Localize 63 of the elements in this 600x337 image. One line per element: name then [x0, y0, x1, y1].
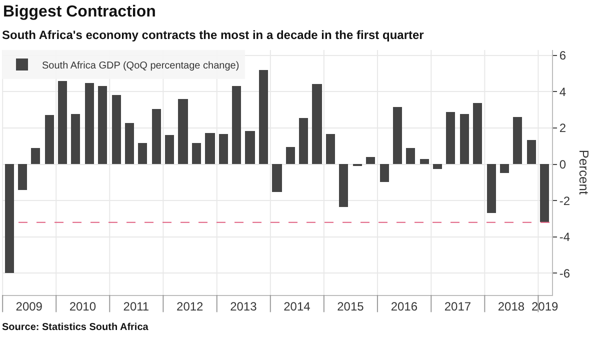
bar — [420, 159, 429, 164]
y-tick-label: 2 — [559, 121, 566, 136]
bar — [513, 117, 522, 164]
y-tick-label: 6 — [559, 48, 566, 63]
bar — [339, 164, 348, 207]
legend-label: South Africa GDP (QoQ percentage change) — [42, 60, 240, 72]
chart-subtitle: South Africa's economy contracts the most in a decade in the first quarter — [2, 28, 424, 42]
bar — [71, 114, 80, 164]
bar — [393, 107, 402, 164]
bar — [138, 143, 147, 164]
bar — [58, 81, 67, 164]
bar — [500, 164, 509, 173]
bar — [446, 112, 455, 164]
bar — [460, 114, 469, 164]
x-tick-label: 2012 — [176, 299, 204, 314]
x-tick-label: 2011 — [123, 299, 150, 314]
bar — [18, 164, 27, 190]
x-tick-label: 2018 — [498, 299, 525, 314]
y-tick-label: -4 — [559, 230, 570, 244]
bar — [272, 164, 282, 192]
bar — [112, 95, 121, 164]
bar — [487, 164, 496, 213]
bar — [540, 164, 549, 222]
bar — [380, 164, 389, 182]
bar — [232, 86, 241, 164]
bar — [205, 133, 215, 164]
bar — [299, 118, 308, 164]
bar — [98, 86, 107, 164]
x-tick-label: 2010 — [69, 299, 96, 314]
bar — [286, 147, 295, 164]
bar — [312, 84, 322, 164]
bar — [125, 123, 134, 164]
bar — [152, 109, 161, 164]
bar — [85, 83, 94, 164]
y-tick-label: 4 — [559, 84, 566, 99]
bar — [433, 164, 442, 169]
y-tick-label: 0 — [559, 158, 566, 172]
bar — [45, 115, 54, 164]
source-note: Source: Statistics South Africa — [2, 322, 149, 333]
bar — [178, 99, 188, 164]
bar — [527, 140, 536, 164]
x-tick-label: 2009 — [16, 299, 43, 314]
bar — [165, 135, 174, 164]
y-axis-title: Percent — [576, 150, 592, 195]
x-tick-label: 2019 — [531, 299, 558, 314]
bar — [473, 103, 482, 164]
bar — [245, 131, 255, 164]
bar — [5, 164, 14, 273]
bar — [326, 134, 335, 164]
bar — [406, 148, 415, 164]
bar — [366, 157, 375, 164]
x-tick-label: 2017 — [444, 299, 472, 314]
x-tick-label: 2015 — [337, 299, 364, 314]
x-tick-label: 2013 — [230, 299, 258, 314]
bar — [219, 134, 228, 164]
x-tick-label: 2016 — [390, 299, 418, 314]
bar — [192, 143, 201, 164]
chart-title: Biggest Contraction — [3, 3, 156, 20]
y-tick-label: -2 — [559, 194, 570, 208]
bar — [31, 148, 40, 164]
x-tick-label: 2014 — [284, 299, 311, 314]
bar — [259, 70, 268, 164]
y-tick-label: -6 — [559, 266, 570, 280]
